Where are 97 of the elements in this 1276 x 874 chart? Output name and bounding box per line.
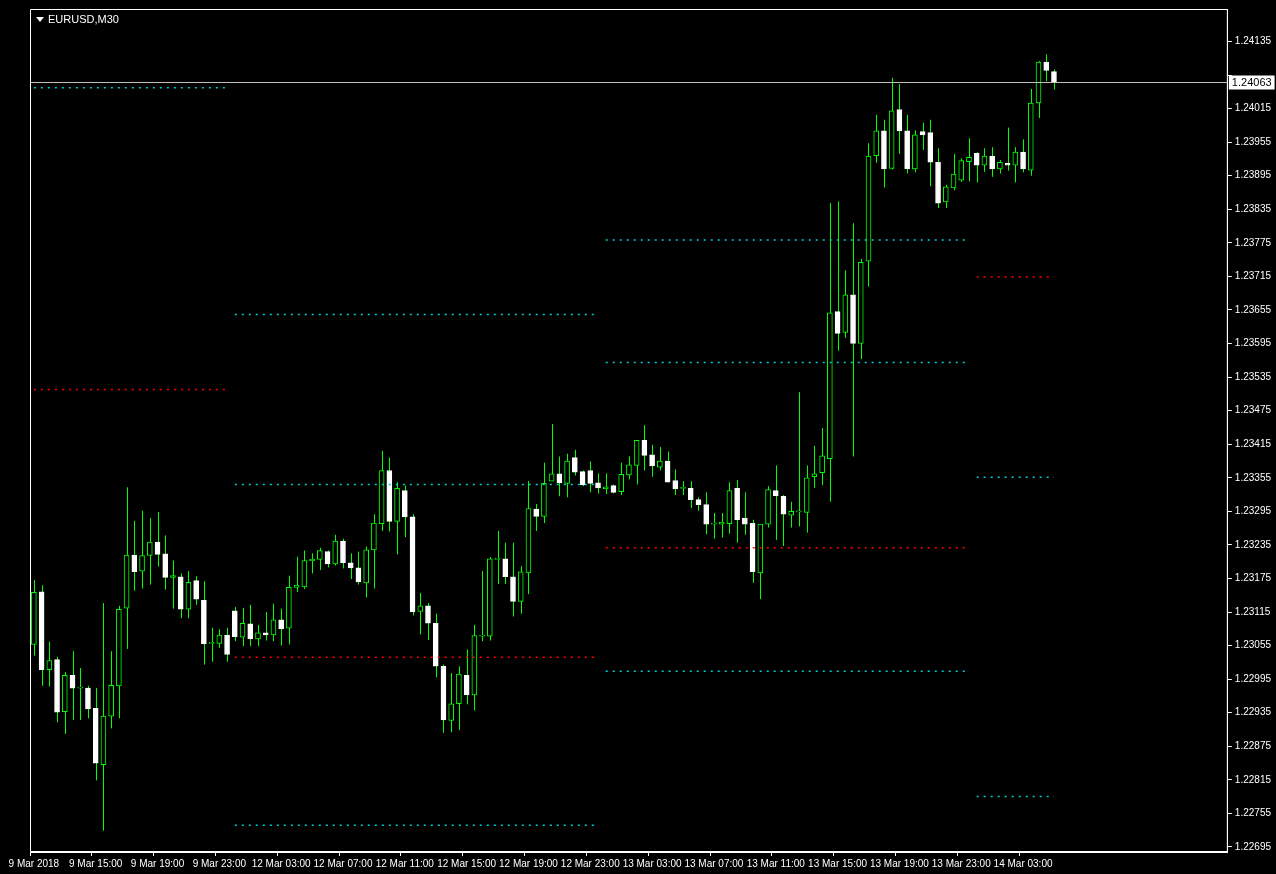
candlestick (687, 480, 694, 509)
y-tick-label: 1.22875 (1234, 740, 1272, 752)
ref-line-label: 1.24063 (1231, 75, 1272, 88)
candlestick (873, 114, 880, 164)
y-tick-label: 1.22935 (1234, 706, 1272, 718)
x-tick-label: 13 Mar 07:00 (684, 857, 744, 869)
x-tick-label: 12 Mar 03:00 (251, 857, 312, 869)
candlestick (718, 512, 725, 539)
candlestick (131, 520, 138, 592)
y-tick-label: 1.23595 (1234, 337, 1272, 349)
candlestick (502, 542, 509, 585)
y-tick-label: 1.23415 (1234, 437, 1272, 449)
x-tick-label: 12 Mar 19:00 (498, 857, 559, 869)
x-tick-label: 13 Mar 19:00 (869, 857, 930, 869)
y-tick-label: 1.23355 (1234, 471, 1272, 483)
y-tick-label: 1.23475 (1234, 404, 1272, 416)
x-tick-label: 12 Mar 11:00 (375, 857, 435, 869)
y-tick-label: 1.22815 (1234, 773, 1272, 785)
candlestick (1043, 53, 1050, 82)
candlestick (193, 575, 199, 606)
candlestick (958, 157, 965, 183)
candlestick (772, 464, 779, 541)
candlestick (966, 137, 972, 182)
candlestick (788, 501, 795, 529)
candlestick (479, 570, 485, 642)
y-tick-label: 1.23775 (1234, 236, 1272, 248)
x-tick-label: 9 Mar 15:00 (69, 857, 123, 869)
y-tick-label: 1.23955 (1234, 135, 1272, 147)
y-tick-label: 1.23715 (1234, 270, 1272, 282)
candlestick (448, 672, 455, 733)
candlestick (533, 503, 540, 532)
candlestick (425, 602, 431, 641)
y-tick-label: 1.23535 (1234, 370, 1272, 382)
y-tick-label: 1.23115 (1234, 605, 1271, 617)
y-tick-label: 1.23295 (1234, 505, 1272, 517)
candlestick (1051, 68, 1057, 91)
candlestick (146, 517, 153, 586)
candlestick (255, 624, 261, 647)
x-tick-label: 12 Mar 15:00 (437, 857, 497, 869)
y-tick-label: 1.23655 (1234, 303, 1272, 315)
x-tick-label: 13 Mar 11:00 (746, 857, 806, 869)
candlestick (1004, 127, 1011, 172)
candlestick (819, 427, 825, 486)
y-tick-label: 1.23835 (1234, 203, 1272, 215)
x-tick-label: 9 Mar 19:00 (130, 857, 185, 869)
candlestick (587, 461, 594, 493)
y-tick-label: 1.23175 (1234, 572, 1272, 584)
candlestick (139, 510, 145, 590)
candlestick (703, 491, 710, 535)
y-tick-label: 1.23235 (1234, 538, 1272, 550)
candlestick (417, 592, 424, 635)
candlestick (572, 449, 578, 477)
candlestick (340, 538, 346, 569)
candlestick (278, 608, 284, 647)
candlestick (293, 556, 300, 593)
candlestick (1020, 138, 1026, 173)
candlestick (711, 512, 717, 540)
candlestick (162, 534, 169, 591)
candlestick (347, 552, 354, 580)
candlestick (564, 453, 570, 498)
candlestick (262, 611, 269, 642)
y-tick-label: 1.22995 (1234, 672, 1272, 684)
x-tick-label: 14 Mar 03:00 (993, 857, 1053, 869)
y-tick-label: 1.23055 (1234, 639, 1272, 651)
candlestick (973, 151, 980, 183)
x-tick-label: 12 Mar 07:00 (313, 857, 373, 869)
candlestick (46, 641, 53, 687)
y-tick-label: 1.23895 (1234, 169, 1272, 181)
candlestick (77, 667, 84, 721)
chart-title: EURUSD,M30 (48, 13, 119, 25)
candlestick (796, 391, 802, 527)
x-tick-label: 9 Mar 2018 (8, 857, 60, 869)
x-tick-label: 9 Mar 23:00 (192, 857, 247, 869)
candlestick (170, 560, 176, 610)
candlestick (602, 472, 609, 495)
candlestick (510, 542, 516, 617)
candlestick (626, 456, 632, 480)
candlestick (989, 146, 995, 178)
candlestick (85, 685, 91, 719)
y-tick-label: 1.24015 (1234, 102, 1272, 114)
candlestick (332, 534, 339, 567)
candlestick (672, 468, 679, 496)
candlestick (618, 462, 625, 496)
candlestick (942, 184, 949, 209)
candlestick (247, 604, 254, 647)
candlestick (742, 491, 748, 536)
candlestick (649, 444, 655, 478)
candlestick (316, 547, 323, 571)
y-tick-label: 1.22695 (1234, 840, 1272, 852)
candlestick (595, 472, 601, 494)
x-tick-label: 13 Mar 03:00 (622, 857, 683, 869)
candlestick (224, 627, 230, 663)
x-tick-label: 12 Mar 23:00 (560, 857, 621, 869)
y-tick-label: 1.24135 (1234, 35, 1272, 47)
x-tick-label: 13 Mar 23:00 (931, 857, 992, 869)
x-tick-label: 13 Mar 15:00 (808, 857, 868, 869)
y-tick-label: 1.22755 (1234, 807, 1272, 819)
